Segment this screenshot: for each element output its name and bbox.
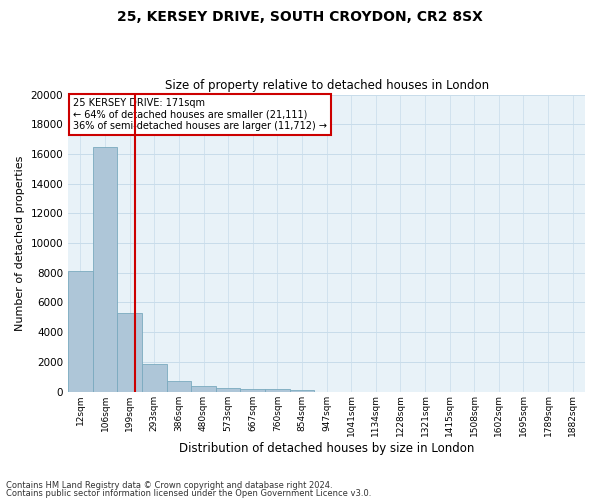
Bar [68, 272, 93, 392]
Bar [265, 389, 290, 392]
Bar [142, 364, 167, 392]
Bar [241, 388, 265, 392]
X-axis label: Distribution of detached houses by size in London: Distribution of detached houses by size … [179, 442, 474, 455]
Text: Contains HM Land Registry data © Crown copyright and database right 2024.: Contains HM Land Registry data © Crown c… [6, 481, 332, 490]
Y-axis label: Number of detached properties: Number of detached properties [15, 156, 25, 330]
Text: Contains public sector information licensed under the Open Government Licence v3: Contains public sector information licen… [6, 488, 371, 498]
Text: 25 KERSEY DRIVE: 171sqm
← 64% of detached houses are smaller (21,111)
36% of sem: 25 KERSEY DRIVE: 171sqm ← 64% of detache… [73, 98, 328, 130]
Title: Size of property relative to detached houses in London: Size of property relative to detached ho… [164, 79, 488, 92]
Bar [216, 388, 241, 392]
Text: 25, KERSEY DRIVE, SOUTH CROYDON, CR2 8SX: 25, KERSEY DRIVE, SOUTH CROYDON, CR2 8SX [117, 10, 483, 24]
Bar [118, 313, 142, 392]
Bar [290, 390, 314, 392]
Bar [93, 146, 118, 392]
Bar [167, 381, 191, 392]
Bar [191, 386, 216, 392]
